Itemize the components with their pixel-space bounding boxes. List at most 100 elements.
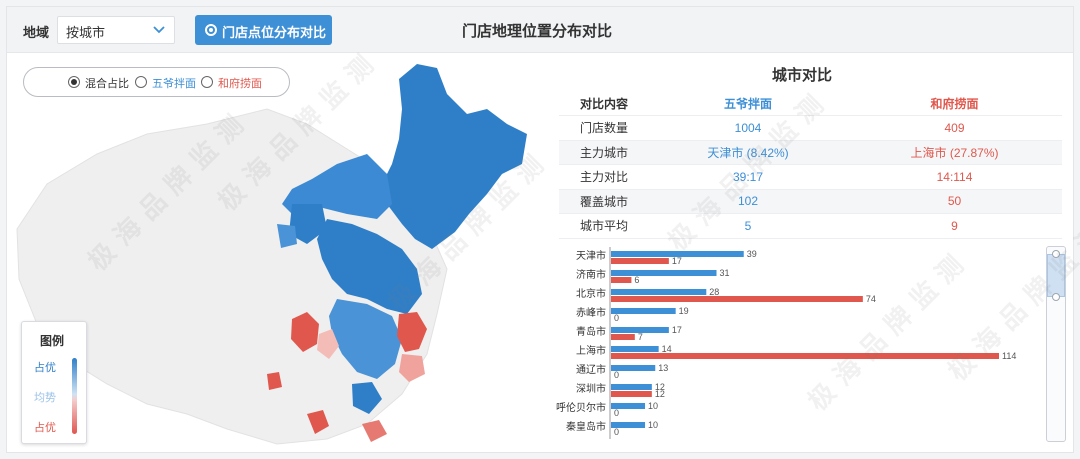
map-region-center (329, 299, 402, 379)
bar-value-label: 12 (655, 382, 665, 392)
map-region-far-south (267, 372, 282, 390)
bar-value-label: 13 (658, 363, 668, 373)
category-tick-label: 青岛市 (576, 325, 606, 338)
bar-brand-a (611, 422, 646, 428)
mode-option-label: 混合占比 (85, 78, 129, 90)
category-tick-label: 秦皇岛市 (566, 420, 606, 433)
bar-value-label: 12 (655, 389, 665, 399)
radio-icon (68, 76, 80, 88)
slider-top-handle[interactable] (1052, 250, 1060, 258)
map-region-west-red (291, 312, 319, 352)
category-tick-label: 济南市 (576, 268, 606, 281)
category-tick-label: 通辽市 (576, 363, 606, 376)
category-tick-label: 北京市 (576, 287, 606, 300)
bar-value-label: 6 (634, 275, 639, 285)
table-cell: 102 (649, 189, 847, 214)
table-row: 城市平均 5 9 (559, 213, 1062, 239)
legend-top-label: 占优 (34, 362, 56, 374)
table-header: 五爷拌面 (649, 91, 847, 116)
bar-brand-a (611, 251, 744, 257)
comparison-table: 对比内容 五爷拌面 和府捞面 门店数量 1004 409 主力城市 天津市 (8… (559, 91, 1062, 239)
chart-data-zoom-slider[interactable] (1042, 246, 1070, 442)
map-region-north-china (317, 219, 422, 314)
map-region-south-mix (362, 420, 387, 442)
bar-value-label: 39 (747, 249, 757, 259)
display-mode-radio-group: 混合占比 五爷拌面 和府捞面 (23, 67, 290, 97)
region-label: 地域 (23, 25, 50, 40)
map-region-west-blue (289, 204, 327, 244)
bar-value-label: 0 (614, 370, 619, 380)
category-tick-label: 天津市 (576, 249, 606, 262)
store-distribution-compare-button[interactable]: 门店点位分布对比 (195, 15, 332, 45)
map-region-inner-mongolia (282, 154, 392, 219)
slider-window[interactable] (1047, 254, 1065, 297)
bar-brand-a (611, 308, 676, 314)
bar-brand-a (611, 270, 717, 276)
map-region-west-blue-2 (277, 224, 297, 248)
mode-option-label: 和府捞面 (218, 78, 262, 90)
legend-title: 图例 (40, 334, 65, 348)
table-cell: 门店数量 (559, 115, 649, 141)
map-region-east-red-1 (397, 312, 427, 352)
bar-value-label: 7 (638, 332, 643, 342)
map-legend: 图例 占优 均势 占优 (21, 321, 87, 444)
bar-value-label: 10 (648, 420, 658, 430)
bar-value-label: 0 (614, 313, 619, 323)
map-region-mid-pink (317, 329, 339, 359)
slider-bottom-handle[interactable] (1052, 293, 1060, 301)
table-cell: 409 (847, 115, 1062, 141)
table-cell: 主力城市 (559, 140, 649, 165)
table-header: 对比内容 (559, 91, 649, 116)
bar-value-label: 10 (648, 401, 658, 411)
bar-brand-a (611, 403, 646, 409)
map-region-south-red (307, 410, 329, 434)
region-select-value: 按城市 (66, 25, 106, 40)
bar-brand-b (611, 277, 632, 283)
table-row: 主力对比 39:17 14:114 (559, 164, 1062, 190)
bar-value-label: 0 (614, 408, 619, 418)
table-header: 和府捞面 (847, 91, 1062, 116)
radio-icon (205, 24, 217, 36)
china-map[interactable] (7, 54, 537, 452)
table-row: 覆盖城市 102 50 (559, 189, 1062, 214)
table-cell: 14:114 (847, 164, 1062, 190)
bar-brand-b (611, 334, 635, 340)
table-cell: 主力对比 (559, 164, 649, 190)
compare-title: 城市对比 (772, 67, 833, 84)
bar-value-label: 31 (720, 268, 730, 278)
category-tick-label: 呼伦贝尔市 (556, 401, 606, 414)
table-cell: 50 (847, 189, 1062, 214)
bar-brand-a (611, 289, 707, 295)
bar-value-label: 14 (662, 344, 672, 354)
region-select[interactable]: 按城市 (57, 16, 175, 44)
map-region-east-red-2 (399, 354, 425, 382)
bar-brand-b (611, 296, 863, 302)
bar-brand-b (611, 391, 652, 397)
compare-button-label: 门店点位分布对比 (222, 25, 327, 40)
table-header-row: 对比内容 五爷拌面 和府捞面 (559, 91, 1062, 116)
category-tick-label: 上海市 (576, 344, 606, 357)
radio-icon (201, 76, 213, 88)
table-cell: 9 (847, 213, 1062, 239)
bar-brand-a (611, 384, 652, 390)
page-title: 门店地理位置分布对比 (462, 23, 613, 40)
bar-value-label: 74 (866, 294, 876, 304)
table-cell: 39:17 (649, 164, 847, 190)
bar-brand-a (611, 365, 656, 371)
bar-value-label: 19 (679, 306, 689, 316)
bar-brand-a (611, 346, 659, 352)
table-cell: 城市平均 (559, 213, 649, 239)
table-cell: 上海市 (27.87%) (847, 140, 1062, 165)
table-cell: 天津市 (8.42%) (649, 140, 847, 165)
table-row: 主力城市 天津市 (8.42%) 上海市 (27.87%) (559, 140, 1062, 165)
chevron-down-icon (153, 26, 165, 34)
bar-value-label: 28 (709, 287, 719, 297)
legend-gradient-bar (72, 358, 77, 434)
bar-value-label: 17 (672, 256, 682, 266)
bar-brand-b (611, 353, 999, 359)
category-tick-label: 赤峰市 (576, 306, 606, 319)
table-cell: 1004 (649, 115, 847, 141)
table-cell: 覆盖城市 (559, 189, 649, 214)
bar-value-label: 17 (672, 325, 682, 335)
city-store-bar-chart: 天津市 39 17 济南市 31 6 北京市 28 74 赤峰市 19 0 青岛市 17 7 上海市 14 114… (556, 247, 1016, 439)
